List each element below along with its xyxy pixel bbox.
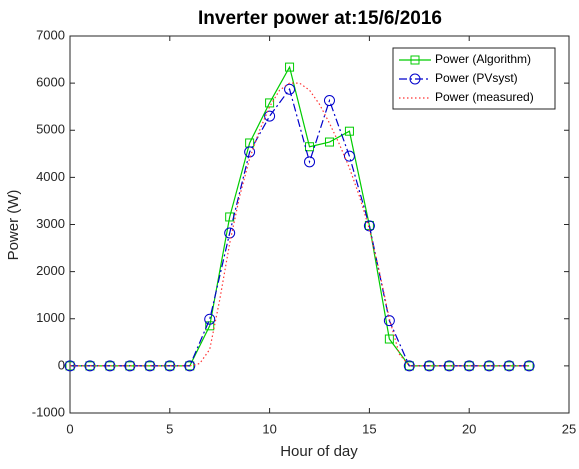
marker (523, 360, 535, 372)
marker (284, 83, 296, 95)
legend-label: Power (PVsyst) (435, 71, 518, 85)
x-tick-label: 15 (362, 421, 376, 436)
x-tick-label: 25 (562, 421, 576, 436)
marker (323, 95, 335, 107)
x-tick-label: 10 (262, 421, 276, 436)
marker (383, 315, 395, 327)
x-axis-label: Hour of day (280, 443, 358, 460)
marker (304, 156, 316, 168)
y-tick-label: -1000 (32, 404, 65, 419)
y-tick-label: 4000 (36, 169, 65, 184)
legend-marker (410, 55, 420, 65)
y-axis-label: Power (W) (5, 190, 22, 261)
y-tick-label: 3000 (36, 216, 65, 231)
x-tick-label: 20 (462, 421, 476, 436)
marker (205, 321, 215, 331)
y-tick-label: 7000 (36, 27, 65, 42)
y-tick-label: 1000 (36, 310, 65, 325)
x-tick-label: 5 (166, 421, 173, 436)
legend-marker (409, 73, 421, 85)
y-tick-label: 0 (58, 357, 65, 372)
marker (224, 227, 236, 239)
y-tick-label: 6000 (36, 75, 65, 90)
legend-label: Power (Algorithm) (435, 52, 531, 66)
marker (343, 150, 355, 162)
y-tick-label: 2000 (36, 263, 65, 278)
x-tick-label: 0 (66, 421, 73, 436)
marker (324, 137, 334, 147)
marker (264, 110, 276, 122)
marker (285, 62, 295, 72)
marker (265, 98, 275, 108)
series-line (70, 82, 530, 367)
y-tick-label: 5000 (36, 122, 65, 137)
marker (384, 334, 394, 344)
legend-label: Power (measured) (435, 90, 534, 104)
marker (184, 360, 196, 372)
legend: Power (Algorithm) Power (PVsyst) Power (me… (392, 47, 556, 110)
marker (344, 126, 354, 136)
marker (244, 146, 256, 158)
marker (204, 313, 216, 325)
chart-title: Inverter power at:15/6/2016 (198, 8, 442, 29)
